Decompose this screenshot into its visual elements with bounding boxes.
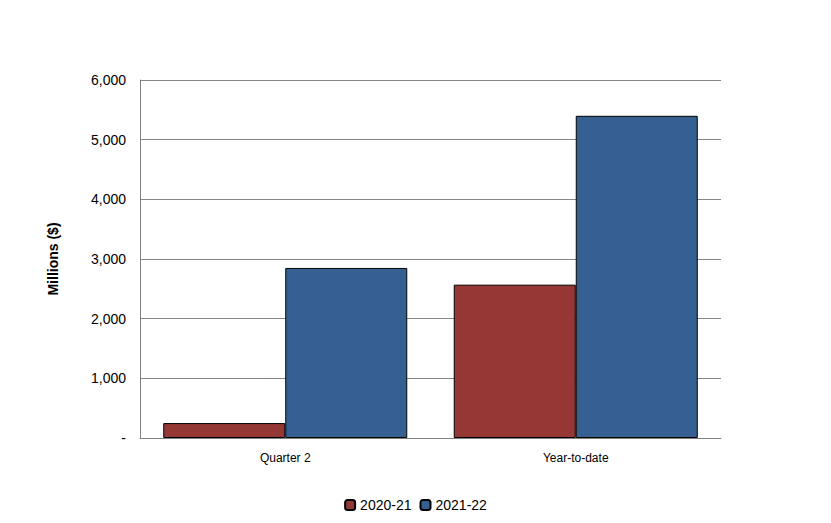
svg-text:-: -	[121, 430, 126, 446]
svg-text:4,000: 4,000	[91, 191, 126, 207]
svg-text:6,000: 6,000	[91, 72, 126, 88]
svg-text:Quarter 2: Quarter 2	[260, 451, 311, 465]
svg-text:5,000: 5,000	[91, 132, 126, 148]
svg-text:2020-21: 2020-21	[360, 497, 412, 513]
svg-text:3,000: 3,000	[91, 251, 126, 267]
svg-text:2,000: 2,000	[91, 311, 126, 327]
svg-text:1,000: 1,000	[91, 370, 126, 386]
svg-text:Year-to-date: Year-to-date	[543, 451, 609, 465]
svg-text:2021-22: 2021-22	[436, 497, 488, 513]
svg-text:Millions ($): Millions ($)	[45, 222, 61, 295]
